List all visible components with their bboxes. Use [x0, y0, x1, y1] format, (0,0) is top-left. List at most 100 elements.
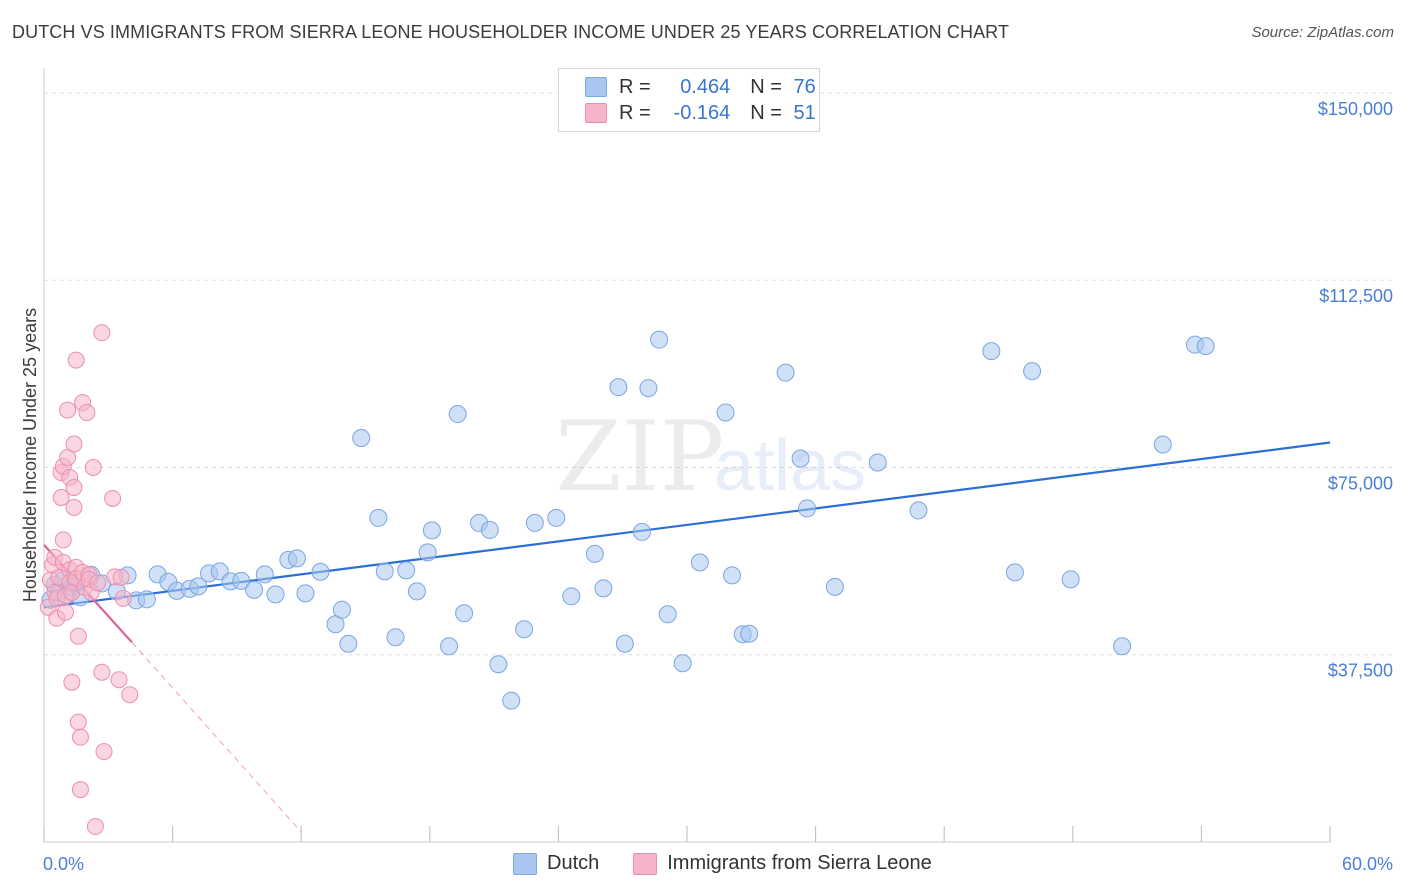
dutch-point — [615, 634, 634, 653]
legend-row-dutch: R = 0.464 N = 76 — [585, 74, 816, 100]
axes — [43, 68, 1331, 843]
x-tick-min: 0.0% — [43, 854, 84, 874]
sierra-point — [56, 603, 74, 621]
grid-lines — [44, 92, 1395, 656]
legend-item-sierra[interactable]: Immigrants from Sierra Leone — [633, 852, 932, 875]
series-legend: Dutch Immigrants from Sierra Leone — [513, 852, 966, 875]
dutch-point — [422, 521, 441, 540]
dutch-point — [352, 429, 371, 448]
legend-swatch-sierra — [585, 103, 607, 123]
legend-r-label: R = — [619, 101, 651, 124]
dutch-point — [632, 522, 651, 541]
dutch-point — [585, 544, 604, 563]
watermark-atlas: atlas — [714, 426, 866, 506]
dutch-point — [311, 562, 330, 581]
dutch-point — [609, 378, 628, 397]
legend-label-dutch: Dutch — [547, 852, 600, 874]
dutch-point — [245, 580, 264, 599]
source-label: Source: ZipAtlas.com — [1251, 24, 1394, 41]
dutch-point — [502, 691, 521, 710]
dutch-point — [232, 571, 251, 590]
sierra-point — [95, 743, 113, 761]
correlation-legend: R = 0.464 N = 76 R = -0.164 N = 51 — [558, 68, 820, 132]
dutch-points — [41, 330, 1215, 710]
x-tick-max: 60.0% — [1342, 854, 1393, 874]
sierra-point — [69, 713, 87, 731]
legend-n-label: N = — [750, 101, 782, 124]
dutch-point — [525, 513, 544, 532]
dutch-point — [375, 562, 394, 581]
sierra-point — [52, 488, 70, 506]
dutch-point — [825, 577, 844, 596]
y-tick-label: $150,000 — [1318, 99, 1393, 119]
sierra-leone-points — [39, 324, 139, 836]
dutch-point — [397, 561, 416, 580]
sierra-point — [86, 818, 104, 836]
sierra-point — [65, 478, 83, 496]
dutch-point — [480, 520, 499, 539]
y-tick-labels: $37,500 $75,000 $112,500 $150,000 — [1318, 99, 1393, 681]
dutch-point — [287, 549, 306, 568]
chart-title: DUTCH VS IMMIGRANTS FROM SIERRA LEONE HO… — [12, 22, 1010, 42]
dutch-point — [909, 501, 928, 520]
dutch-point — [1005, 563, 1024, 582]
dutch-point — [448, 405, 467, 424]
dutch-point — [1023, 362, 1042, 381]
dutch-point — [266, 585, 285, 604]
dutch-point — [418, 543, 437, 562]
y-tick-label: $75,000 — [1328, 473, 1393, 493]
sierra-point — [59, 401, 77, 419]
legend-swatch-sierra — [633, 852, 658, 875]
dutch-point — [339, 634, 358, 653]
sierra-point — [54, 531, 72, 549]
dutch-point — [1153, 435, 1172, 454]
sierra-point — [65, 435, 83, 453]
dutch-point — [137, 590, 156, 609]
sierra-point — [84, 458, 102, 476]
dutch-point — [332, 600, 351, 619]
dutch-point — [658, 605, 677, 624]
dutch-point — [868, 453, 887, 472]
sierra-point — [67, 351, 85, 369]
dutch-point — [776, 363, 795, 382]
legend-swatch-dutch — [513, 852, 537, 875]
dutch-point — [1196, 337, 1215, 356]
dutch-point — [386, 628, 405, 647]
sierra-point — [93, 324, 111, 342]
sierra-point — [69, 627, 87, 645]
sierra-point — [93, 663, 111, 681]
legend-item-dutch[interactable]: Dutch — [513, 852, 599, 875]
legend-n-value: 51 — [793, 101, 816, 124]
sierra-point — [110, 671, 128, 689]
dutch-point — [440, 637, 459, 656]
legend-r-value: -0.164 — [673, 101, 731, 124]
y-tick-label: $112,500 — [1319, 286, 1393, 306]
legend-n-label: N = — [750, 75, 782, 98]
dutch-point — [562, 587, 581, 606]
dutch-point — [1061, 570, 1080, 589]
dutch-point — [673, 654, 692, 673]
dutch-point — [547, 508, 566, 527]
dutch-point — [639, 379, 658, 398]
sierra-point — [112, 568, 130, 586]
watermark-zip: ZIP — [555, 401, 724, 513]
dutch-point — [407, 582, 426, 601]
dutch-point — [369, 508, 388, 527]
dutch-point — [255, 565, 274, 584]
sierra-point — [78, 404, 96, 422]
sierra-point — [114, 589, 132, 607]
dutch-point — [455, 604, 474, 623]
y-tick-label: $37,500 — [1328, 661, 1393, 681]
dutch-point — [791, 449, 810, 468]
dutch-point — [489, 655, 508, 674]
dutch-point — [650, 330, 669, 349]
watermark: ZIP atlas — [555, 401, 866, 513]
dutch-point — [296, 584, 315, 603]
dutch-point — [189, 577, 208, 596]
legend-r-value: 0.464 — [680, 75, 731, 98]
sierra-trend-extension — [131, 641, 302, 833]
sierra-point — [121, 686, 139, 704]
legend-r-label: R = — [619, 75, 651, 98]
dutch-point — [982, 342, 1001, 361]
